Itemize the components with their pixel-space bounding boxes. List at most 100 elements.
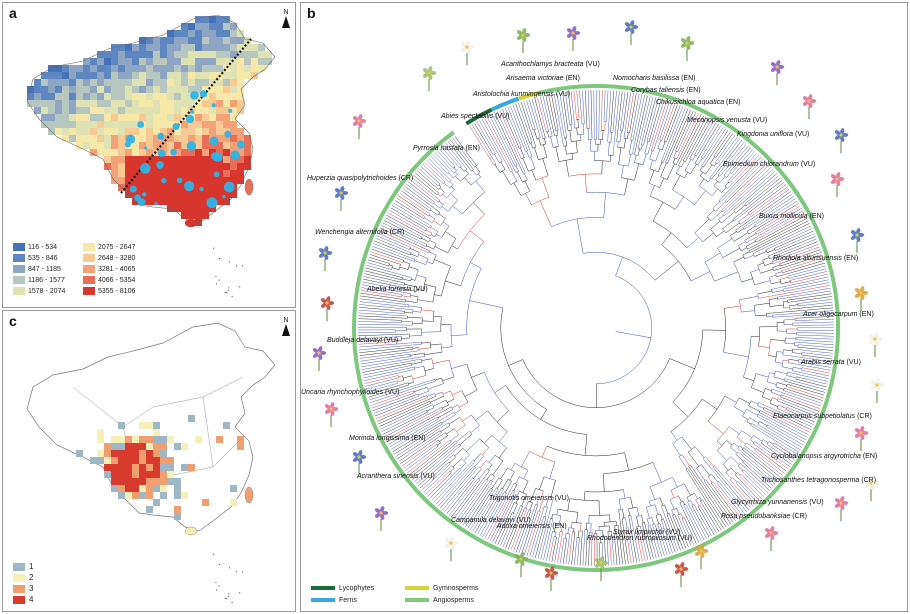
tree-branch <box>544 138 547 145</box>
tree-branch <box>398 264 401 270</box>
map-a-cell <box>174 107 181 114</box>
tree-branch <box>742 447 744 450</box>
map-a-cell <box>160 93 167 100</box>
map-a-cell <box>132 128 139 135</box>
plant-illustration <box>854 286 869 311</box>
plant-petal <box>840 135 845 142</box>
map-a-cell <box>209 191 216 198</box>
map-a-cell <box>209 79 216 86</box>
north-arrow-icon: N <box>279 9 293 28</box>
tree-branch <box>582 251 656 281</box>
tree-branch <box>584 174 587 193</box>
tree-branch <box>677 111 697 152</box>
tree-branch <box>755 448 787 472</box>
tree-branch <box>365 380 398 390</box>
tree-branch <box>397 430 441 460</box>
map-a-cell <box>76 86 83 93</box>
map-a-cell <box>174 51 181 58</box>
tree-branch <box>540 96 549 132</box>
tree-branch <box>582 90 585 124</box>
map-a-cell <box>111 156 118 163</box>
tree-branch <box>399 193 431 215</box>
tree-branch <box>710 221 721 230</box>
tree-branch <box>709 138 740 178</box>
tree-branch <box>426 160 450 183</box>
tree-branch <box>524 510 539 555</box>
tree-branch <box>520 505 523 507</box>
tree-branch <box>772 290 784 293</box>
map-a-cell <box>104 128 111 135</box>
map-a-cell <box>195 30 202 37</box>
tree-branch <box>426 387 429 392</box>
tree-branch <box>393 202 432 227</box>
tree-branch <box>722 220 734 229</box>
tree-branch <box>729 426 740 435</box>
plant-center <box>323 251 327 255</box>
map-a-cell <box>118 156 125 163</box>
map-a-cell <box>139 142 146 149</box>
tree-branch <box>407 440 450 474</box>
legend-label: 535 - 846 <box>28 255 58 262</box>
tree-branch <box>369 254 401 265</box>
tree-branch <box>455 171 458 175</box>
tree-branch <box>781 394 820 409</box>
tree-branch <box>576 512 578 523</box>
species-name: Meconopsis venusta <box>687 117 753 124</box>
tree-branch <box>433 202 441 209</box>
tree-branch <box>481 118 511 172</box>
tree-branch <box>618 508 623 510</box>
tree-branch <box>782 354 832 363</box>
tree-branch <box>478 466 482 469</box>
tree-branch <box>566 533 570 535</box>
tree-branch <box>787 293 832 301</box>
hotspot-cell <box>153 485 160 492</box>
species-label: Trigonotis omeiensis (VU) <box>489 495 569 502</box>
tree-branch <box>785 337 796 339</box>
tree-branch <box>421 463 451 491</box>
map-a-cell <box>48 72 55 79</box>
tree-branch <box>459 417 466 426</box>
tree-branch <box>648 99 662 142</box>
tree-branch <box>672 175 681 190</box>
map-a-cell <box>118 93 125 100</box>
hotspot-cell <box>111 450 118 457</box>
tree-branch <box>616 533 621 565</box>
map-a-cell <box>69 100 76 107</box>
map-a-cell <box>244 135 251 142</box>
tree-branch <box>680 513 684 519</box>
tree-branch <box>736 437 746 445</box>
map-a-cell <box>160 107 167 114</box>
tree-branch <box>677 513 682 516</box>
tree-branch <box>751 387 764 393</box>
plant-petal <box>522 35 527 42</box>
south-sea-island <box>218 563 220 566</box>
species-name: Glycyrrhiza yunnanensis <box>731 499 810 506</box>
tree-branch <box>567 498 570 512</box>
map-a-cell <box>237 51 244 58</box>
map-a-cell <box>97 79 104 86</box>
tree-branch <box>795 376 797 380</box>
tree-branch <box>389 209 426 232</box>
map-a-cell <box>76 65 83 72</box>
plant-center <box>599 561 603 565</box>
plant-petal <box>836 179 841 186</box>
map-a-cell <box>195 79 202 86</box>
tree-branch <box>500 161 506 170</box>
tree-branch <box>665 162 668 164</box>
plant-petal <box>630 20 635 27</box>
map-a-cell <box>223 23 230 30</box>
species-name: Uncaria rhynchophylloides <box>301 389 386 396</box>
tree-branch <box>757 414 807 441</box>
tree-branch <box>487 490 514 540</box>
map-a-cell <box>118 128 125 135</box>
tree-branch <box>710 163 715 167</box>
tree-branch <box>734 406 745 413</box>
panel-b: b Acanthochlamys bracteata (VU) Arisaema … <box>300 2 908 612</box>
map-a-cell <box>104 114 111 121</box>
plant-petal <box>686 36 691 43</box>
tree-branch <box>788 268 827 279</box>
tree-branch <box>558 158 573 162</box>
tree-branch <box>661 141 666 151</box>
tree-branch <box>789 304 833 310</box>
tree-branch <box>694 162 699 166</box>
